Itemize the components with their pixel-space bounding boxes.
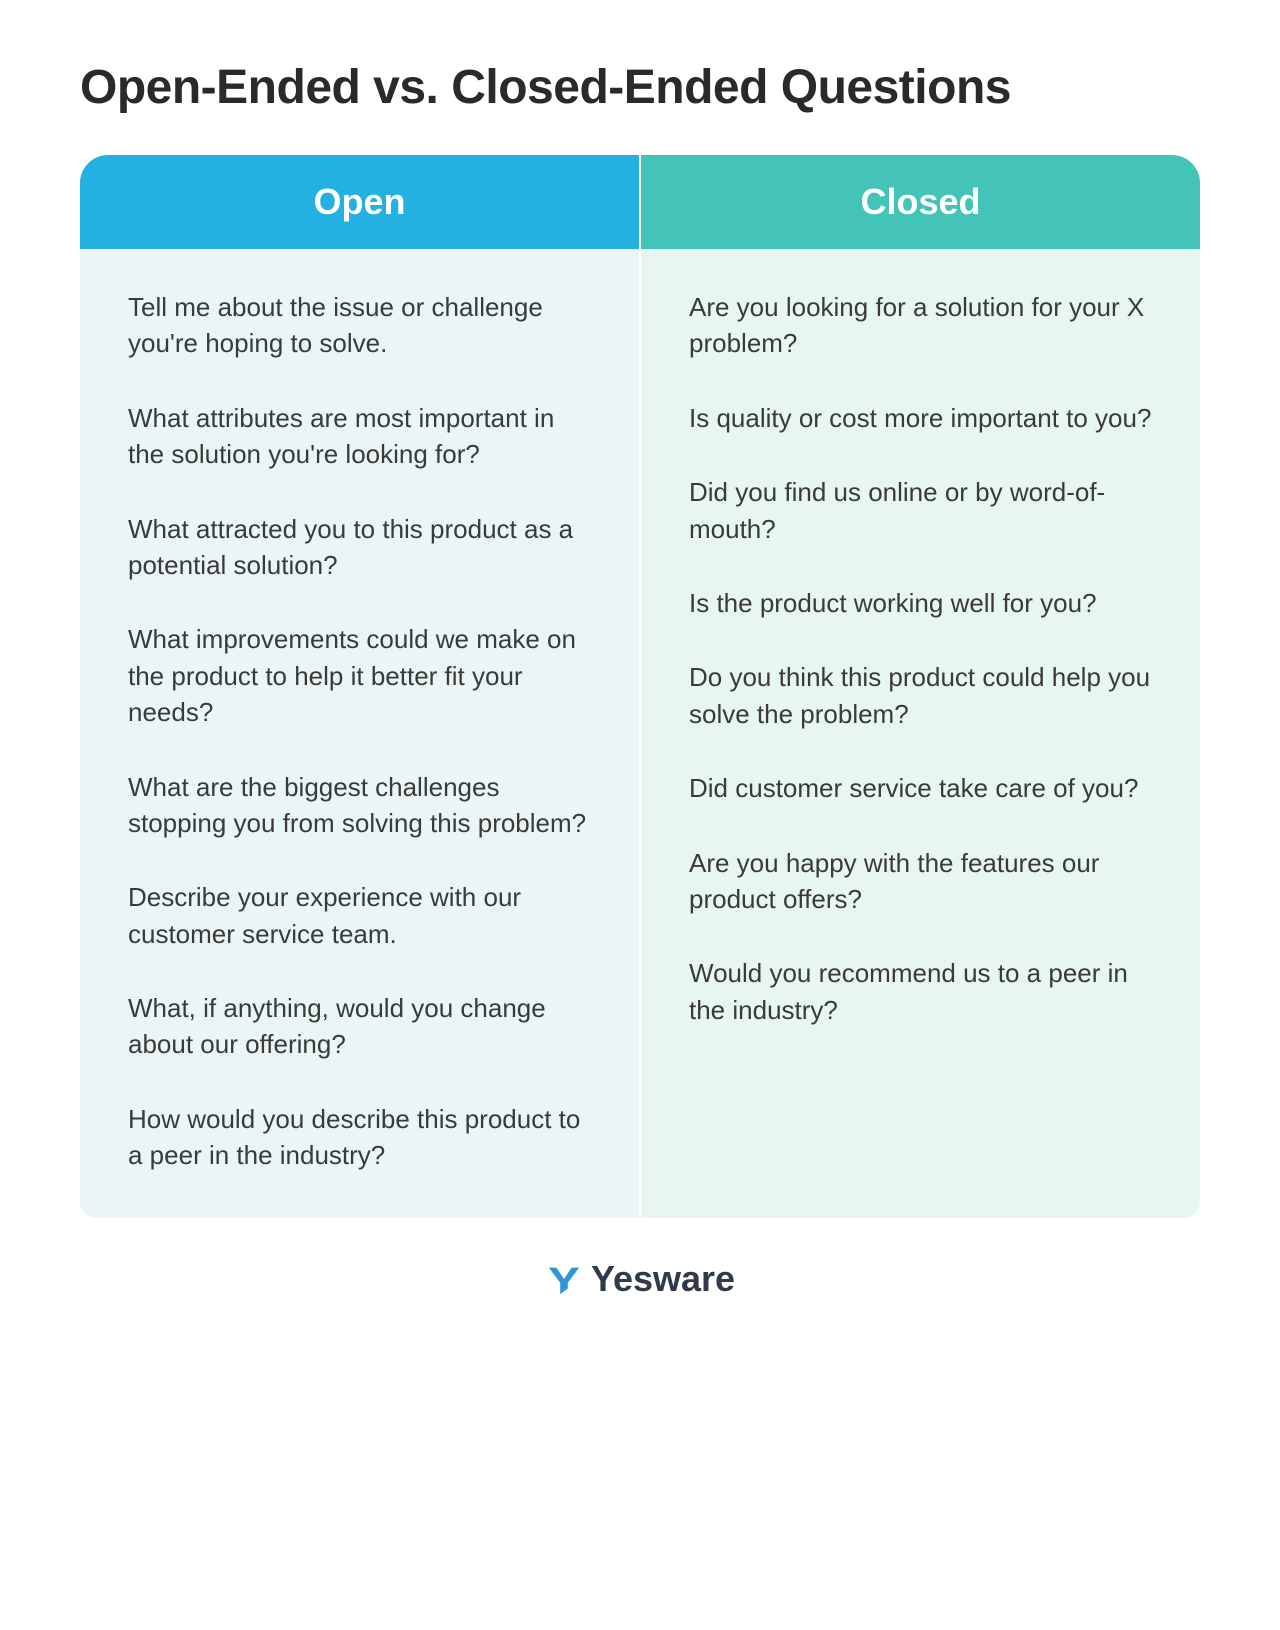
question-item: What attributes are most important in th… (128, 400, 591, 473)
question-item: Do you think this product could help you… (689, 659, 1152, 732)
question-item: What improvements could we make on the p… (128, 621, 591, 730)
closed-column-header: Closed (641, 155, 1200, 249)
question-item: Is quality or cost more important to you… (689, 400, 1152, 436)
question-item: What attracted you to this product as a … (128, 511, 591, 584)
open-column-header: Open (80, 155, 639, 249)
question-item: Describe your experience with our custom… (128, 879, 591, 952)
question-item: Are you happy with the features our prod… (689, 845, 1152, 918)
question-item: How would you describe this product to a… (128, 1101, 591, 1174)
question-item: Did you find us online or by word-of-mou… (689, 474, 1152, 547)
question-item: Tell me about the issue or challenge you… (128, 289, 591, 362)
brand-name: Yesware (591, 1258, 735, 1300)
question-item: Are you looking for a solution for your … (689, 289, 1152, 362)
brand-logo: Yesware (80, 1258, 1200, 1300)
closed-column-body: Are you looking for a solution for your … (641, 249, 1200, 1218)
question-item: Did customer service take care of you? (689, 770, 1152, 806)
question-item: Is the product working well for you? (689, 585, 1152, 621)
question-item: What, if anything, would you change abou… (128, 990, 591, 1063)
question-item: Would you recommend us to a peer in the … (689, 955, 1152, 1028)
open-column-body: Tell me about the issue or challenge you… (80, 249, 639, 1218)
comparison-table: Open Tell me about the issue or challeng… (80, 155, 1200, 1218)
closed-column: Closed Are you looking for a solution fo… (641, 155, 1200, 1218)
open-column: Open Tell me about the issue or challeng… (80, 155, 639, 1218)
question-item: What are the biggest challenges stopping… (128, 769, 591, 842)
yesware-logo-icon (545, 1260, 583, 1298)
page-title: Open-Ended vs. Closed-Ended Questions (80, 60, 1200, 115)
